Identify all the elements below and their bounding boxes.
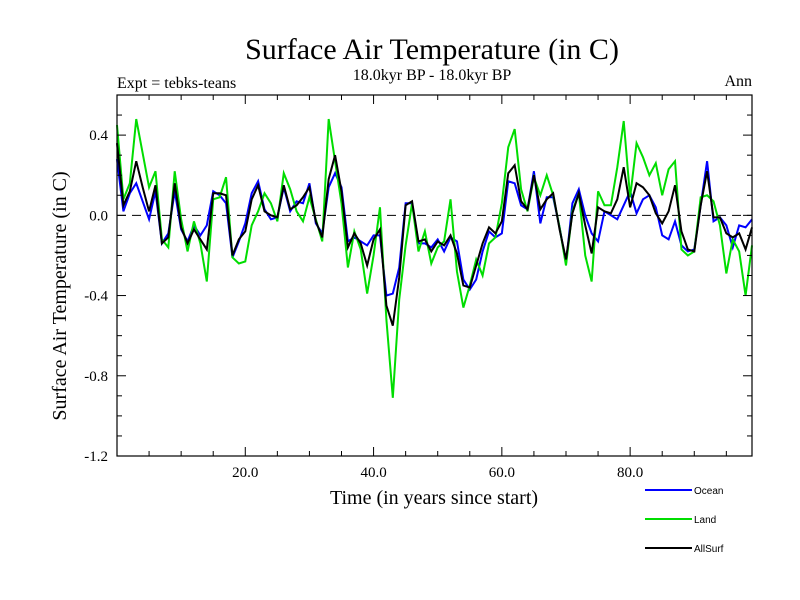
legend-label-allsurf: AllSurf <box>694 544 724 555</box>
x-tick-label: 60.0 <box>489 465 515 481</box>
legend: Ocean Land AllSurf <box>645 486 724 555</box>
y-tick-label: -0.4 <box>84 289 108 305</box>
x-axis-label: Time (in years since start) <box>330 487 538 509</box>
x-tick-label: 20.0 <box>232 465 258 481</box>
series-line-allsurf <box>116 143 753 326</box>
series-line-land <box>116 118 753 398</box>
legend-label-ocean: Ocean <box>694 486 723 497</box>
experiment-label: Expt = tebks-teans <box>117 75 236 92</box>
chart-title: Surface Air Temperature (in C) <box>245 33 619 66</box>
axes: 20.0 40.0 60.0 80.0 -1.2 -0.8 -0.4 0.0 0.4 <box>84 94 753 481</box>
y-tick-label: -1.2 <box>84 449 108 465</box>
plot-frame <box>116 94 753 457</box>
y-tick-label: 0.0 <box>89 208 108 224</box>
y-axis-label: Surface Air Temperature (in C) <box>49 171 71 420</box>
series-line-ocean <box>116 159 753 297</box>
plot-series <box>116 118 753 398</box>
y-tick-label: 0.4 <box>89 128 108 144</box>
legend-label-land: Land <box>694 515 716 526</box>
x-tick-label: 40.0 <box>360 465 386 481</box>
x-tick-label: 80.0 <box>617 465 643 481</box>
chart-subtitle: 18.0kyr BP - 18.0kyr BP <box>353 67 512 84</box>
season-label: Ann <box>724 73 752 90</box>
y-tick-label: -0.8 <box>84 369 108 385</box>
